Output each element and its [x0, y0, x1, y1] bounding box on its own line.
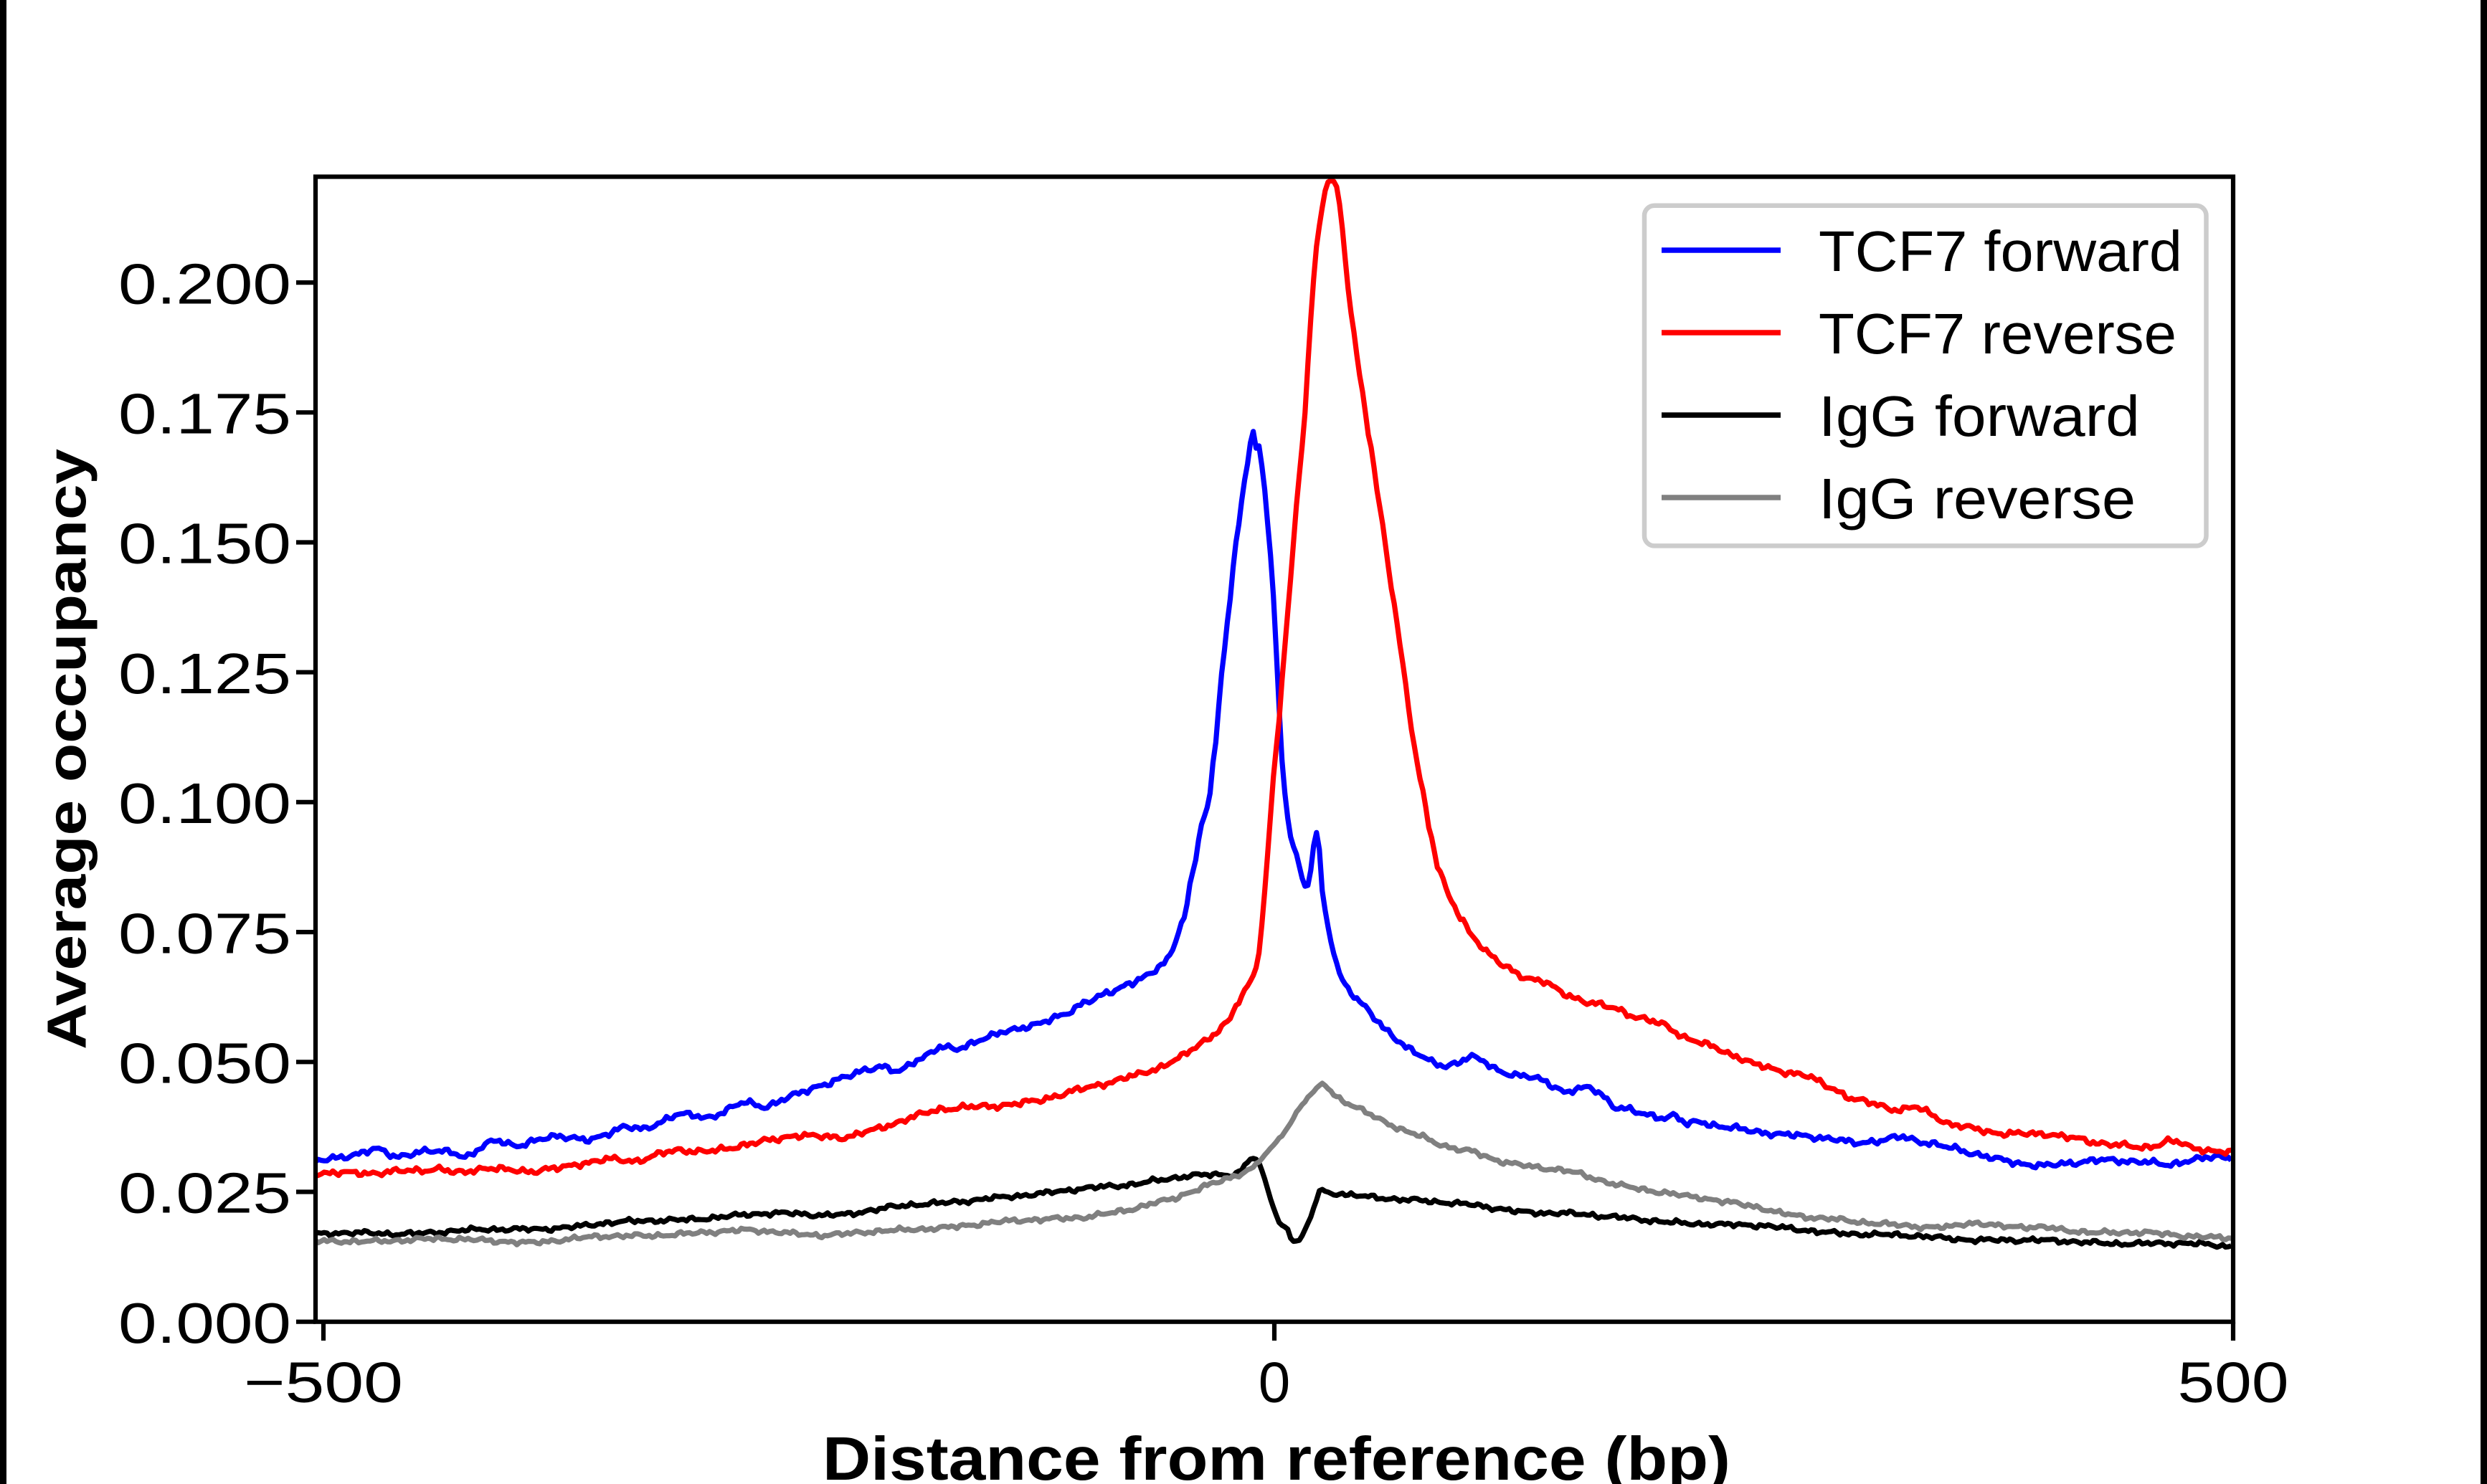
svg-text:0: 0: [1259, 1350, 1291, 1414]
svg-text:0.125: 0.125: [118, 642, 291, 705]
svg-text:0.100: 0.100: [118, 771, 291, 835]
svg-text:0.150: 0.150: [118, 512, 291, 576]
svg-text:0.075: 0.075: [118, 901, 291, 965]
svg-text:IgG forward: IgG forward: [1819, 384, 2140, 448]
svg-text:Distance from reference (bp): Distance from reference (bp): [823, 1425, 1730, 1484]
svg-text:0.050: 0.050: [118, 1032, 291, 1095]
svg-text:0.025: 0.025: [118, 1161, 291, 1225]
svg-text:500: 500: [2178, 1350, 2289, 1414]
svg-text:0.200: 0.200: [118, 252, 291, 315]
svg-text:IgG reverse: IgG reverse: [1819, 467, 2136, 531]
svg-text:Average occupancy: Average occupancy: [37, 449, 98, 1050]
svg-text:TCF7 reverse: TCF7 reverse: [1819, 302, 2176, 366]
svg-text:0.175: 0.175: [118, 382, 291, 446]
svg-text:−500: −500: [244, 1350, 403, 1414]
svg-text:0.000: 0.000: [118, 1291, 291, 1355]
svg-text:TCF7 forward: TCF7 forward: [1819, 219, 2182, 283]
